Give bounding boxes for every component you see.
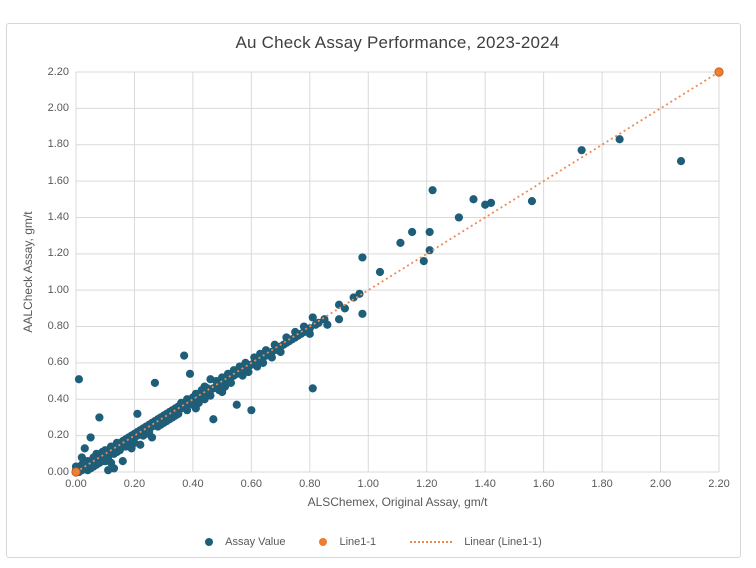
legend-label: Line1-1 <box>339 536 377 548</box>
data-point <box>396 238 405 248</box>
legend-item-assay-value[interactable]: Assay Value <box>205 536 285 548</box>
x-tick-label: 1.40 <box>474 478 496 490</box>
data-point <box>209 415 218 424</box>
x-tick-label: 1.80 <box>591 478 613 490</box>
legend: Assay Value Line1-1 Linear (Line1-1) <box>7 536 740 548</box>
data-point <box>232 400 241 409</box>
data-point <box>118 456 127 466</box>
dotted-line-icon <box>410 541 453 543</box>
y-tick-label: 1.20 <box>47 247 69 260</box>
x-tick-label: 2.00 <box>649 478 672 490</box>
data-point <box>527 196 537 206</box>
data-point <box>308 384 317 393</box>
data-point <box>358 253 367 262</box>
x-tick-label: 1.00 <box>357 478 379 490</box>
data-point <box>74 375 84 384</box>
data-point <box>258 358 268 368</box>
data-point <box>425 227 434 237</box>
data-point <box>267 353 276 362</box>
data-point <box>714 67 724 77</box>
data-point <box>80 444 89 453</box>
y-tick-label: 1.40 <box>47 210 69 223</box>
data-point <box>180 351 189 360</box>
data-point <box>182 406 192 415</box>
data-point <box>109 464 119 473</box>
x-tick-label: 1.60 <box>532 478 555 490</box>
scatter-marker-icon <box>205 538 214 546</box>
x-tick-label: 2.20 <box>708 478 730 490</box>
data-point <box>150 378 160 388</box>
data-point <box>308 313 317 322</box>
legend-item-line1-1[interactable]: Line1-1 <box>319 536 376 548</box>
x-tick-label: 1.20 <box>416 478 438 490</box>
x-axis-title: ALSChemex, Original Assay, gm/t <box>307 495 488 509</box>
data-point <box>185 369 195 378</box>
legend-label: Assay Value <box>225 536 286 548</box>
data-point <box>323 320 332 329</box>
data-point <box>419 256 428 266</box>
y-tick-label: 0.40 <box>47 392 69 405</box>
x-tick-label: 0.60 <box>240 478 263 490</box>
y-tick-label: 0.60 <box>47 356 69 369</box>
y-axis-title: AALCheck Assay, gm/t <box>21 211 35 333</box>
y-tick-label: 2.00 <box>47 101 69 114</box>
data-point <box>244 367 253 377</box>
data-point <box>247 406 256 415</box>
chart-frame: Au Check Assay Performance, 2023-2024 0.… <box>6 23 741 558</box>
data-point <box>334 315 344 324</box>
data-point <box>133 409 142 418</box>
data-point <box>469 195 478 204</box>
y-tick-label: 2.20 <box>47 65 69 78</box>
data-point <box>136 440 145 449</box>
y-tick-label: 0.00 <box>47 465 69 478</box>
data-point <box>615 135 624 144</box>
trendline <box>75 71 720 473</box>
data-point <box>147 433 157 442</box>
data-point <box>86 433 95 442</box>
scatter-marker-icon <box>319 538 328 546</box>
data-point <box>238 371 247 380</box>
x-tick-label: 0.00 <box>65 478 87 490</box>
data-point <box>375 267 385 277</box>
data-point <box>486 198 496 208</box>
data-point <box>200 395 209 404</box>
data-point <box>194 398 203 408</box>
y-tick-label: 1.80 <box>47 138 69 151</box>
legend-item-linear-trendline[interactable]: Linear (Line1-1) <box>410 536 542 548</box>
data-point <box>454 213 463 222</box>
data-point <box>577 146 586 155</box>
data-point <box>355 289 364 298</box>
data-point <box>428 186 437 195</box>
y-tick-label: 1.00 <box>47 283 69 296</box>
data-point <box>408 227 417 237</box>
data-point <box>676 156 686 166</box>
data-point <box>305 329 314 338</box>
y-tick-label: 0.20 <box>47 429 69 442</box>
data-point <box>206 391 215 400</box>
data-point <box>226 378 236 388</box>
data-point <box>334 300 344 309</box>
x-tick-label: 0.80 <box>299 478 321 490</box>
data-point <box>220 382 230 391</box>
data-point <box>253 362 262 371</box>
data-point <box>95 413 104 422</box>
plot-area <box>71 67 724 477</box>
data-point <box>276 347 285 357</box>
y-tick-label: 0.80 <box>47 320 69 333</box>
legend-label: Linear (Line1-1) <box>464 536 542 548</box>
data-point <box>358 309 367 318</box>
x-tick-label: 0.40 <box>182 478 204 490</box>
chart-title: Au Check Assay Performance, 2023-2024 <box>235 33 560 52</box>
x-tick-label: 0.20 <box>123 478 146 490</box>
y-tick-label: 1.60 <box>47 174 69 187</box>
